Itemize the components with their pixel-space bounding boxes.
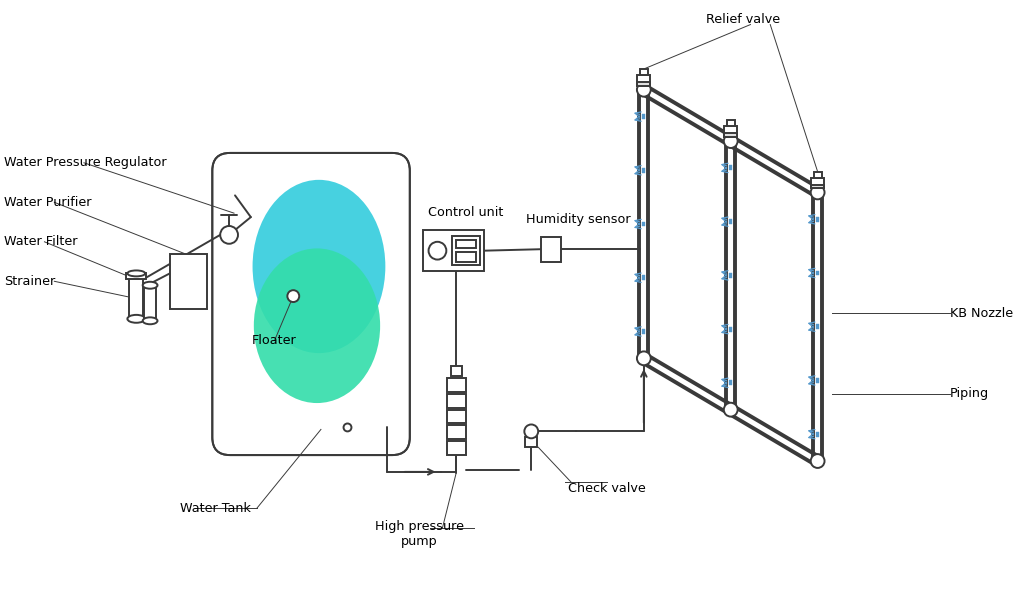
Bar	[457, 252, 476, 261]
Bar	[446, 394, 466, 407]
Text: Water Pressure Regulator: Water Pressure Regulator	[4, 157, 167, 169]
Circle shape	[343, 423, 351, 431]
Bar	[727, 121, 734, 126]
FancyBboxPatch shape	[212, 153, 410, 455]
Bar	[729, 381, 732, 385]
Bar	[729, 273, 732, 278]
Bar	[816, 217, 819, 222]
Ellipse shape	[127, 315, 145, 323]
Bar	[816, 324, 819, 329]
Bar	[816, 378, 819, 383]
Circle shape	[724, 134, 737, 148]
Circle shape	[811, 454, 824, 468]
Text: Piping: Piping	[950, 387, 989, 400]
Ellipse shape	[253, 180, 385, 353]
Bar	[129, 277, 143, 319]
Circle shape	[524, 424, 539, 438]
Bar	[729, 219, 732, 224]
Bar	[446, 410, 466, 423]
Text: Relief valve: Relief valve	[706, 13, 780, 26]
Bar	[637, 75, 650, 86]
Bar	[525, 437, 538, 447]
Bar	[816, 270, 819, 275]
Bar	[446, 426, 466, 439]
Bar	[642, 168, 645, 173]
Circle shape	[220, 226, 238, 244]
Bar	[724, 126, 737, 137]
Bar	[724, 133, 737, 137]
Bar	[144, 285, 156, 321]
Text: Control unit: Control unit	[428, 206, 503, 219]
Text: Water Purifier: Water Purifier	[4, 196, 91, 209]
Bar	[811, 178, 824, 188]
Text: Strainer: Strainer	[4, 275, 55, 288]
Bar	[642, 222, 645, 227]
Bar	[423, 230, 484, 272]
Bar	[814, 172, 821, 178]
Ellipse shape	[127, 270, 145, 276]
Circle shape	[811, 186, 824, 199]
Text: Humidity sensor: Humidity sensor	[526, 213, 631, 225]
Ellipse shape	[142, 317, 158, 324]
Bar	[811, 185, 824, 188]
Bar	[729, 326, 732, 331]
Bar	[446, 378, 466, 392]
Bar	[170, 253, 208, 309]
Circle shape	[637, 351, 650, 365]
Text: Water Filter: Water Filter	[4, 235, 78, 248]
Bar	[642, 329, 645, 334]
Text: Floater: Floater	[252, 334, 297, 347]
Circle shape	[429, 242, 446, 259]
Text: High pressure
pump: High pressure pump	[375, 520, 464, 548]
Text: Water Tank: Water Tank	[180, 502, 251, 515]
Text: KB Nozzle: KB Nozzle	[950, 307, 1013, 320]
Ellipse shape	[254, 248, 380, 403]
Bar	[640, 69, 648, 75]
Bar	[446, 441, 466, 455]
Text: Check valve: Check valve	[567, 482, 645, 495]
Ellipse shape	[142, 282, 158, 289]
Bar	[126, 273, 146, 280]
Bar	[637, 82, 650, 86]
Circle shape	[637, 83, 650, 97]
Bar	[642, 275, 645, 280]
Bar	[451, 366, 462, 376]
Bar	[729, 166, 732, 171]
Bar	[816, 432, 819, 437]
Bar	[642, 114, 645, 119]
Circle shape	[724, 403, 737, 417]
Bar	[541, 237, 561, 261]
Bar	[453, 236, 480, 266]
Bar	[457, 240, 476, 248]
Circle shape	[288, 290, 299, 302]
